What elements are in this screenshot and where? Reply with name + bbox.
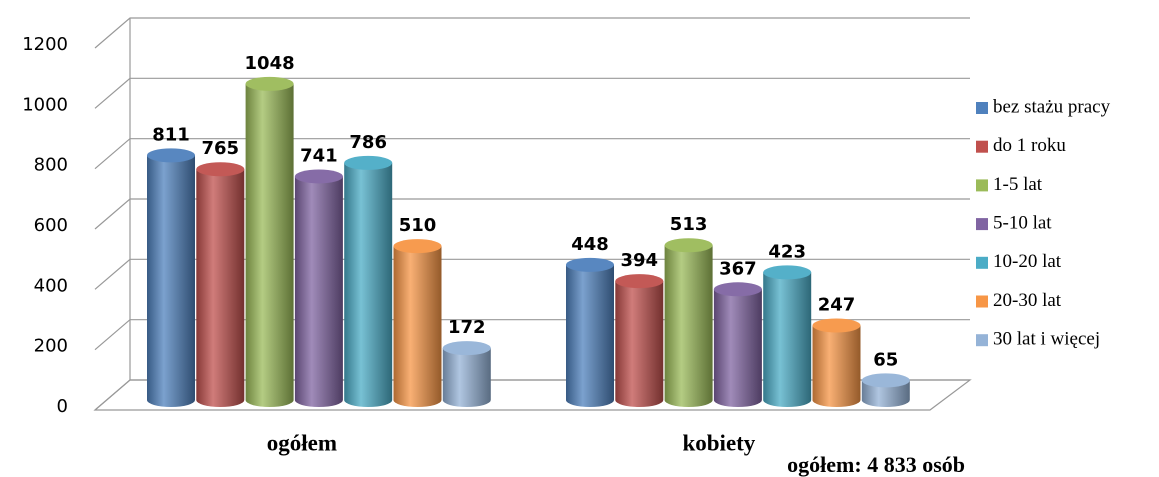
bar: [615, 281, 664, 408]
x-tick-label: kobiety: [682, 430, 755, 455]
bar-top: [442, 341, 491, 356]
bar-top: [763, 265, 812, 280]
bar: [196, 169, 245, 408]
value-label: 367: [719, 258, 757, 279]
annotation: ogółem: 4 833 osób: [787, 452, 965, 477]
value-label: 423: [768, 241, 806, 262]
y-tick-label: 0: [57, 396, 68, 417]
value-label: 247: [818, 294, 856, 315]
bar-top: [393, 239, 442, 254]
value-label: 510: [399, 215, 437, 236]
value-label: 741: [300, 145, 338, 166]
bar: [147, 155, 195, 407]
bar-top: [861, 373, 910, 388]
y-tick-label: 400: [34, 275, 68, 296]
legend-label: 30 lat i więcej: [993, 329, 1100, 350]
bar: [713, 289, 762, 408]
bar-top: [812, 318, 861, 333]
bar-top: [664, 238, 713, 253]
x-tick-label: ogółem: [267, 430, 337, 455]
bar-top: [196, 162, 245, 177]
bar: [566, 264, 614, 407]
bar-top: [344, 155, 393, 170]
y-tick-label: 1200: [22, 34, 68, 55]
legend-label: 1-5 lat: [993, 174, 1043, 195]
legend-swatch: [976, 179, 988, 192]
value-label: 65: [873, 349, 898, 370]
legend-label: do 1 roku: [993, 135, 1066, 156]
bar: [442, 348, 491, 408]
legend-swatch: [976, 334, 988, 347]
value-label: 448: [571, 234, 609, 255]
grid-line: [94, 77, 970, 109]
bar-top: [294, 169, 343, 184]
bar-top: [147, 148, 195, 163]
legend-label: 5-10 lat: [993, 212, 1052, 233]
bar-top: [245, 76, 294, 91]
bar: [812, 325, 861, 408]
bar-top: [566, 257, 614, 272]
value-label: 513: [670, 214, 708, 235]
legend-swatch: [976, 256, 988, 269]
bar: [664, 245, 713, 408]
bar: [344, 162, 393, 408]
bar: [763, 272, 812, 408]
bar: [245, 83, 294, 408]
bar-top: [615, 274, 664, 289]
y-tick-label: 800: [34, 155, 68, 176]
legend-swatch: [976, 218, 988, 231]
bar: [294, 176, 343, 408]
value-label: 394: [621, 250, 659, 271]
legend-label: bez stażu pracy: [993, 96, 1111, 117]
bar-top: [713, 282, 762, 297]
value-label: 811: [152, 124, 190, 145]
y-tick-label: 600: [34, 215, 68, 236]
value-label: 786: [349, 132, 387, 153]
value-label: 765: [202, 138, 240, 159]
legend-swatch: [976, 102, 988, 114]
value-label: 1048: [245, 53, 295, 74]
grid-line: [94, 17, 970, 49]
y-tick-label: 200: [34, 336, 68, 357]
grid-line: [94, 138, 970, 170]
y-tick-label: 1000: [22, 94, 68, 115]
legend-label: 10-20 lat: [993, 251, 1062, 272]
legend-swatch: [976, 140, 988, 153]
grid-line: [94, 198, 970, 230]
legend-swatch: [976, 295, 988, 308]
value-label: 172: [448, 317, 486, 338]
bar: [861, 380, 910, 408]
legend-label: 20-30 lat: [993, 290, 1062, 311]
bar: [393, 246, 442, 408]
